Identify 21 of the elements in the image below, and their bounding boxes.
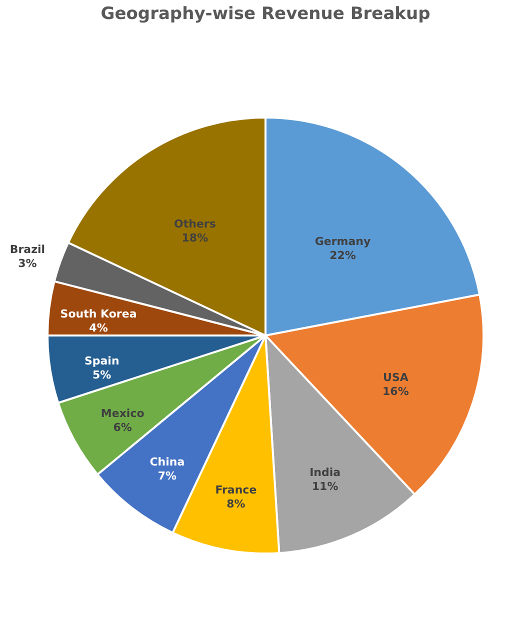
slice-label: USA bbox=[383, 370, 409, 384]
data-label: 5% bbox=[92, 368, 112, 382]
slice-label: China bbox=[150, 455, 185, 468]
slice-label: South Korea bbox=[60, 307, 137, 320]
slice-label: India bbox=[310, 466, 341, 480]
chart-title: Geography-wise Revenue Breakup bbox=[100, 4, 430, 24]
slice-label: Others bbox=[174, 217, 216, 230]
slice-label: France bbox=[215, 484, 257, 497]
data-label: 4% bbox=[89, 321, 108, 334]
data-label: 7% bbox=[158, 469, 177, 482]
data-label: 22% bbox=[330, 249, 356, 262]
slice-label: Spain bbox=[84, 354, 120, 368]
data-label: 3% bbox=[18, 256, 37, 270]
data-label: 16% bbox=[382, 384, 409, 398]
data-label: 6% bbox=[113, 421, 132, 434]
slice-label: Mexico bbox=[100, 407, 145, 420]
data-label: 18% bbox=[182, 231, 208, 244]
data-label: 8% bbox=[226, 498, 246, 511]
data-label: 11% bbox=[312, 480, 338, 494]
slice-label: Germany bbox=[314, 235, 371, 248]
slice-label: Brazil bbox=[10, 242, 46, 256]
